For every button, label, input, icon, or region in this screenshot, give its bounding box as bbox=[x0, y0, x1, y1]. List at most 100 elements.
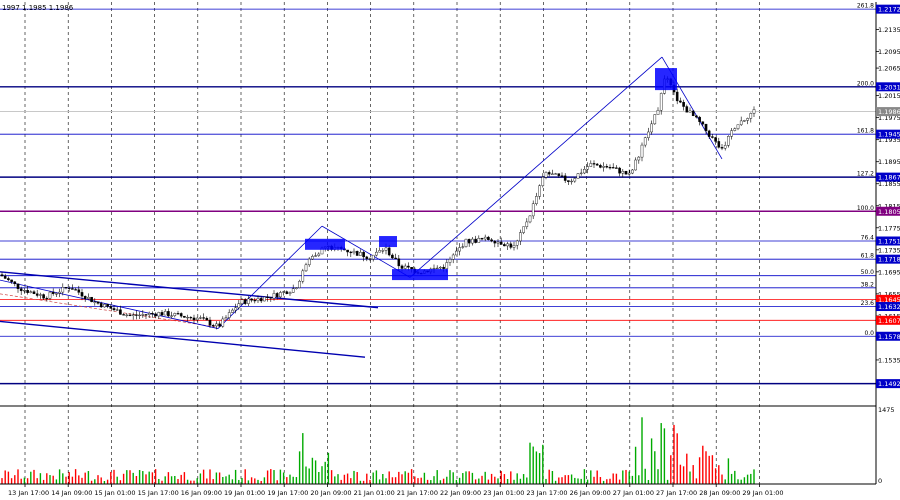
candle-body bbox=[490, 239, 493, 242]
candle-body bbox=[221, 318, 225, 327]
candle-body bbox=[99, 303, 103, 308]
candle-body bbox=[467, 238, 471, 244]
resistance-box bbox=[655, 68, 677, 91]
candle-body bbox=[579, 172, 583, 174]
candle-body bbox=[26, 290, 29, 293]
candle-body bbox=[227, 312, 231, 318]
candle-body bbox=[487, 236, 490, 240]
candle-body bbox=[192, 317, 196, 321]
y-tick-label: 1.1815 bbox=[878, 202, 900, 210]
price-tag-label: 1.1492 bbox=[878, 380, 900, 388]
candle-body bbox=[275, 293, 279, 298]
candle-body bbox=[359, 251, 362, 256]
candle-body bbox=[631, 169, 634, 174]
price-tag-label: 1.1986 bbox=[878, 108, 900, 116]
candle-body bbox=[544, 172, 548, 178]
candle-body bbox=[29, 291, 33, 293]
candle-body bbox=[23, 290, 26, 292]
candle-body bbox=[317, 253, 321, 256]
candle-body bbox=[391, 254, 394, 259]
candle-body bbox=[205, 317, 209, 321]
candle-body bbox=[605, 166, 609, 168]
candle-body bbox=[640, 144, 644, 158]
candle-body bbox=[461, 246, 465, 248]
candle-body bbox=[602, 166, 605, 168]
candle-body bbox=[477, 238, 481, 243]
candle-body bbox=[538, 185, 541, 197]
candle-body bbox=[151, 313, 154, 315]
candle-body bbox=[131, 314, 135, 316]
candle-body bbox=[80, 292, 84, 297]
candle-body bbox=[688, 110, 692, 113]
price-tag-bg bbox=[876, 331, 900, 341]
candle-body bbox=[451, 254, 455, 260]
candle-body bbox=[493, 240, 497, 244]
candle-body bbox=[397, 258, 401, 267]
x-tick-label: 27 Jan 01:00 bbox=[613, 489, 654, 497]
price-tag-bg bbox=[876, 82, 900, 92]
x-axis-labels: 13 Jan 17:00 14 Jan 09:00 15 Jan 01:00 15 J… bbox=[8, 484, 784, 497]
resistance-box bbox=[305, 238, 345, 250]
x-tick-label: 20 Jan 09:00 bbox=[310, 489, 351, 497]
candle-body bbox=[464, 238, 468, 247]
y-tick-label: 1.1775 bbox=[878, 224, 900, 232]
candle-body bbox=[202, 317, 205, 319]
candle-body bbox=[362, 251, 365, 258]
volume-bars bbox=[1, 417, 755, 484]
y-tick-label: 1.1935 bbox=[878, 136, 900, 144]
candle-body bbox=[304, 264, 308, 272]
y-tick-label: 1.1735 bbox=[878, 246, 900, 254]
candle-body bbox=[32, 291, 36, 294]
fib-level-label: 200.0 bbox=[857, 80, 874, 87]
candle-body bbox=[528, 215, 532, 223]
candle-body bbox=[355, 250, 359, 256]
candle-body bbox=[752, 109, 756, 114]
candle-body bbox=[685, 106, 689, 113]
x-tick-label: 26 Jan 09:00 bbox=[570, 489, 611, 497]
candle-body bbox=[682, 101, 685, 107]
candle-body bbox=[554, 173, 557, 175]
candle-body bbox=[611, 167, 615, 169]
candle-body bbox=[739, 120, 743, 125]
fib-level-label: 0.0 bbox=[864, 330, 874, 337]
candle-body bbox=[650, 123, 653, 133]
candle-body bbox=[58, 291, 61, 294]
candle-body bbox=[144, 314, 148, 316]
channel-mid bbox=[0, 293, 216, 328]
candle-body bbox=[621, 170, 625, 174]
x-tick-label: 14 Jan 09:00 bbox=[51, 489, 92, 497]
candle-body bbox=[541, 177, 545, 186]
candle-body bbox=[19, 288, 23, 292]
candle-body bbox=[298, 281, 301, 289]
price-tag-label: 1.1805 bbox=[878, 208, 900, 216]
y-tick-label: 1.1695 bbox=[878, 268, 900, 276]
candles bbox=[0, 75, 756, 330]
price-tag-label: 1.1867 bbox=[878, 174, 900, 182]
candle-body bbox=[679, 100, 682, 103]
candle-body bbox=[179, 313, 183, 317]
price-tag-label: 1.1578 bbox=[878, 333, 900, 341]
fib-level-label: 161.8 bbox=[857, 128, 874, 135]
candle-body bbox=[387, 247, 391, 256]
x-tick-label: 27 Jan 17:00 bbox=[656, 489, 697, 497]
candle-body bbox=[509, 243, 513, 248]
candle-body bbox=[35, 293, 39, 296]
candle-body bbox=[615, 167, 618, 169]
candle-body bbox=[381, 250, 385, 252]
trend-drawings bbox=[0, 56, 723, 358]
candle-body bbox=[263, 296, 266, 302]
candle-body bbox=[0, 274, 4, 277]
candle-body bbox=[167, 311, 170, 317]
price-tag-bg bbox=[876, 4, 900, 14]
candle-body bbox=[384, 247, 388, 251]
ohlc-readout: 1997 1.1985 1.1986 bbox=[2, 4, 74, 12]
candle-body bbox=[291, 288, 295, 293]
x-tick-label: 28 Jan 09:00 bbox=[699, 489, 740, 497]
candle-body bbox=[48, 291, 52, 299]
candle-body bbox=[551, 173, 554, 175]
candle-body bbox=[503, 244, 506, 247]
candle-body bbox=[483, 236, 487, 240]
candle-body bbox=[656, 110, 660, 115]
candle-body bbox=[71, 288, 74, 290]
